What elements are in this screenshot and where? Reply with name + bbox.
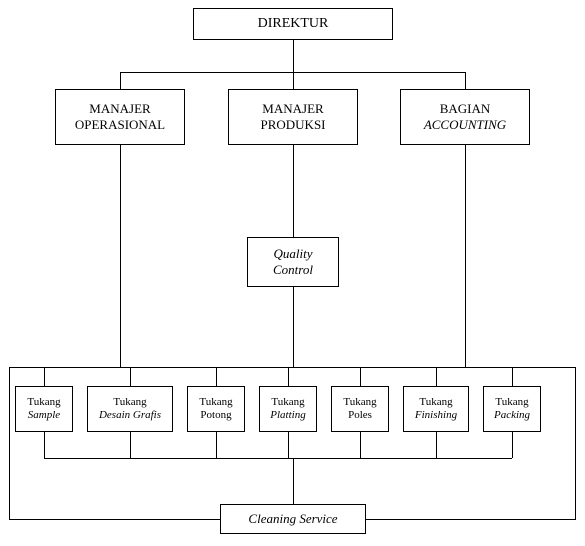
connector-line xyxy=(293,72,294,89)
connector-line xyxy=(293,145,294,237)
node-label: Poles xyxy=(348,409,372,422)
node-label: Cleaning Service xyxy=(248,511,337,527)
connector-line xyxy=(9,367,44,368)
node-label: Packing xyxy=(494,409,530,422)
node-tukang-finishing: Tukang Finishing xyxy=(403,386,469,432)
node-tukang-platting: Tukang Platting xyxy=(259,386,317,432)
connector-line xyxy=(44,458,512,459)
node-bagian-accounting: BAGIAN ACCOUNTING xyxy=(400,89,530,145)
connector-line xyxy=(44,367,45,386)
node-tukang-packing: Tukang Packing xyxy=(483,386,541,432)
node-label: ACCOUNTING xyxy=(424,117,506,133)
node-tukang-potong: Tukang Potong xyxy=(187,386,245,432)
connector-line xyxy=(436,432,437,458)
node-label: Tukang xyxy=(271,396,304,409)
connector-line xyxy=(465,145,466,367)
connector-line xyxy=(575,367,576,519)
node-label: Platting xyxy=(270,409,305,422)
connector-line xyxy=(360,432,361,458)
node-label: PRODUKSI xyxy=(260,117,325,133)
node-label: Finishing xyxy=(415,409,457,422)
node-label: Potong xyxy=(200,409,231,422)
node-direktur-label: DIREKTUR xyxy=(258,16,329,33)
connector-line xyxy=(44,367,512,368)
node-tukang-desain-grafis: Tukang Desain Grafis xyxy=(87,386,173,432)
connector-line xyxy=(465,72,466,89)
node-manajer-produksi: MANAJER PRODUKSI xyxy=(228,89,358,145)
node-label: Tukang xyxy=(113,396,146,409)
connector-line xyxy=(436,367,437,386)
node-manajer-operasional: MANAJER OPERASIONAL xyxy=(55,89,185,145)
node-tukang-poles: Tukang Poles xyxy=(331,386,389,432)
node-label: OPERASIONAL xyxy=(75,117,165,133)
connector-line xyxy=(512,367,575,368)
connector-line xyxy=(288,432,289,458)
node-label: Control xyxy=(273,262,313,278)
node-label: Sample xyxy=(28,409,60,422)
connector-line xyxy=(512,367,513,386)
connector-line xyxy=(44,432,45,458)
connector-line xyxy=(366,519,576,520)
connector-line xyxy=(216,367,217,386)
connector-line xyxy=(130,432,131,458)
node-label: Desain Grafis xyxy=(99,409,161,422)
node-label: BAGIAN xyxy=(440,101,491,117)
node-cleaning-service: Cleaning Service xyxy=(220,504,366,534)
connector-line xyxy=(120,145,121,367)
node-label: Tukang xyxy=(419,396,452,409)
connector-line xyxy=(120,72,121,89)
connector-line xyxy=(360,367,361,386)
connector-line xyxy=(293,458,294,504)
connector-line xyxy=(512,432,513,458)
node-label: Tukang xyxy=(495,396,528,409)
node-label: MANAJER xyxy=(89,101,150,117)
node-label: Tukang xyxy=(27,396,60,409)
node-label: Quality xyxy=(274,246,313,262)
node-direktur: DIREKTUR xyxy=(193,8,393,40)
connector-line xyxy=(130,367,131,386)
connector-line xyxy=(293,287,294,367)
connector-line xyxy=(9,519,220,520)
connector-line xyxy=(293,40,294,72)
node-tukang-sample: Tukang Sample xyxy=(15,386,73,432)
node-quality-control: Quality Control xyxy=(247,237,339,287)
node-label: MANAJER xyxy=(262,101,323,117)
node-label: Tukang xyxy=(199,396,232,409)
connector-line xyxy=(216,432,217,458)
connector-line xyxy=(9,367,10,519)
node-label: Tukang xyxy=(343,396,376,409)
connector-line xyxy=(288,367,289,386)
